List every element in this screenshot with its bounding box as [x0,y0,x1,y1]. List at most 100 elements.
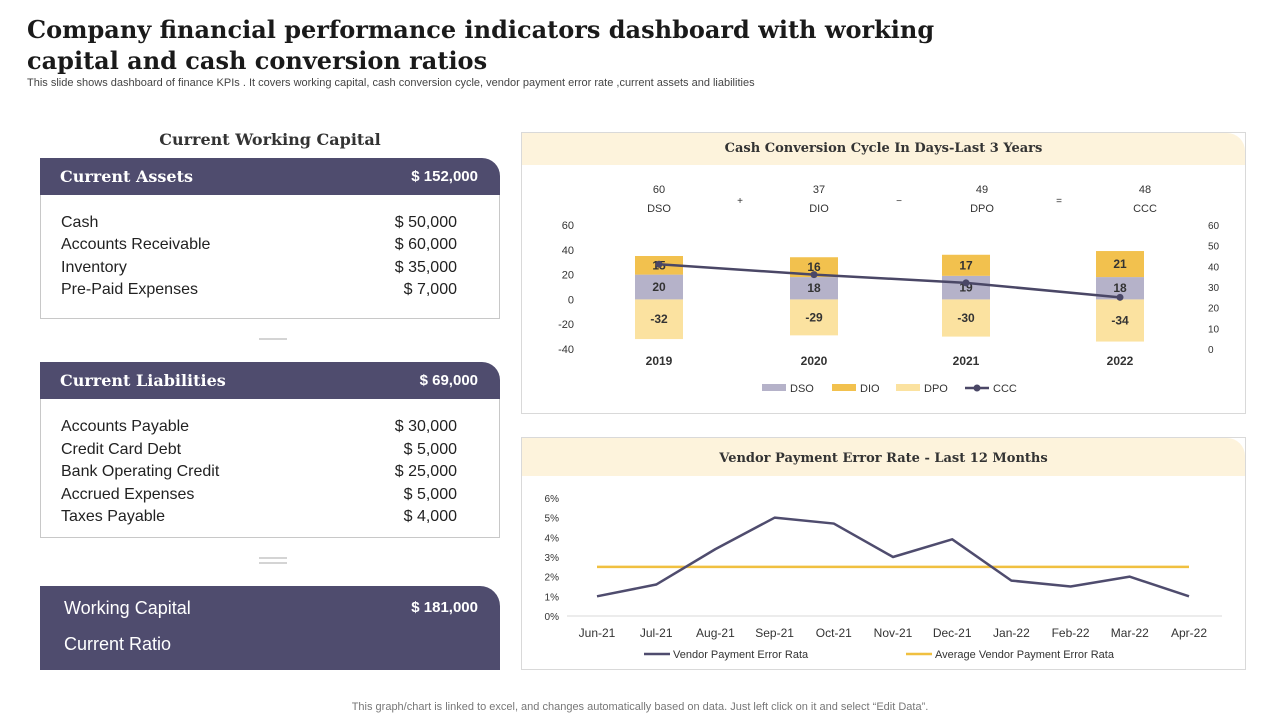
summary-value: 49 [976,184,988,196]
working-capital-label: Working Capital [64,598,191,618]
dso-data-label: 18 [807,281,821,295]
summary-operator: = [1056,196,1062,207]
dio-data-label: 21 [1113,257,1127,271]
item-name: Cash [61,214,99,231]
item-name: Pre-Paid Expenses [61,281,198,298]
working-capital-heading: Current Working Capital [159,130,381,149]
summary-label: DSO [647,203,671,215]
current-ratio-label: Current Ratio [64,634,172,654]
x-tick-label: Feb-22 [1052,626,1090,640]
y-tick-label: 40 [562,245,574,257]
current-assets-label: Current Assets [60,167,194,186]
page-title: Company financial performance indicators… [27,15,935,75]
legend-marker [973,384,981,392]
ccc-chart: 60 DSO +37 DIO − 49 DPO = 48 CCC 60 40 20 0 -20 -40 60 50… [558,184,1220,395]
dpo-bar [1096,299,1144,342]
item-name: Accounts Payable [61,418,190,435]
y-tick-label: 0% [545,612,560,623]
item-name: Inventory [61,259,127,276]
y2-tick-label: 40 [1208,262,1220,273]
item-name: Accounts Receivable [61,236,211,253]
current-assets-header: Current Assets $ 152,000 [40,158,500,195]
item-value: $ 50,000 [394,214,457,231]
dpo-data-label: -29 [805,310,823,324]
dso-data-label: 18 [1113,281,1127,295]
item-value: $ 5,000 [403,486,457,503]
summary-value: 37 [813,184,825,196]
current-assets-list: Cash $ 50,000 Accounts Receivable $ 60,000… [40,195,500,319]
y-tick-label: 1% [545,592,560,603]
current-liabilities-label: Current Liabilities [60,371,226,390]
dpo-data-label: -34 [1111,313,1129,327]
x-tick-label: Mar-22 [1111,626,1149,640]
y-tick-label: 0 [568,294,574,306]
vendor-chart: 6% 5% 4% 3% 2% 1% 0% Jun-21 Jul-21 Aug-21 Sep-21 Oc… [545,494,1222,661]
y-tick-label: 20 [562,270,574,282]
item-value: $ 4,000 [403,508,457,525]
legend-label: Vendor Payment Error Rata [673,649,809,661]
y2-tick-label: 20 [1208,304,1220,315]
legend-label: DIO [860,383,880,395]
y2-tick-label: 60 [1208,221,1220,232]
x-tick-label: Dec-21 [933,626,972,640]
ccc-line [658,263,1121,299]
item-name: Taxes Payable [61,508,166,525]
summary-operator: − [896,196,902,207]
divider [259,557,287,559]
x-tick-label: 2022 [1107,354,1134,368]
item-value: $ 7,000 [403,281,457,298]
ccc-point [1116,293,1124,301]
y-tick-label: 6% [545,494,560,505]
summary-value: 48 [1139,184,1151,196]
vendor-chart-panel: Vendor Payment Error Rate - Last 12 Mont… [521,437,1246,670]
legend-label: DPO [924,383,948,395]
item-value: $ 25,000 [394,463,457,480]
y-tick-label: 60 [562,220,574,232]
working-capital-summary: Working Capital $ 181,000 Current Ratio [40,586,500,670]
legend-swatch [762,384,786,391]
y-tick-label: 2% [545,573,560,584]
dso-bar [635,274,683,300]
current-liabilities-total: $ 69,000 [419,372,478,389]
dio-bar [790,257,838,278]
x-tick-label: 2020 [801,354,828,368]
item-value: $ 30,000 [394,418,457,435]
y-tick-label: -40 [558,344,574,356]
x-tick-label: Jan-22 [993,626,1030,640]
ccc-point [655,260,663,268]
dio-data-label: 16 [807,260,821,274]
dio-bar [942,254,990,276]
item-value: $ 5,000 [403,441,457,458]
dpo-bar [942,299,990,337]
y-tick-label: 5% [545,514,560,525]
summary-label: CCC [1133,203,1157,215]
dpo-data-label: -32 [650,312,668,326]
footer-note: This graph/chart is linked to excel, and… [351,701,929,713]
y-tick-label: 3% [545,553,560,564]
dio-data-label: 17 [959,258,973,272]
summary-operator: + [737,196,743,207]
y2-tick-label: 30 [1208,283,1220,294]
dso-bar [1096,277,1144,300]
legend-label: CCC [993,383,1017,395]
working-capital-value: $ 181,000 [411,599,478,616]
x-tick-label: Jun-21 [579,626,616,640]
x-tick-label: Apr-22 [1171,626,1207,640]
y-tick-label: -20 [558,319,574,331]
dpo-data-label: -30 [957,311,975,325]
x-tick-label: 2021 [953,354,980,368]
summary-label: DIO [809,203,829,215]
legend-swatch [832,384,856,391]
item-name: Bank Operating Credit [61,463,220,480]
item-name: Credit Card Debt [61,441,182,458]
summary-value: 60 [653,184,665,196]
legend-label: Average Vendor Payment Error Rata [935,649,1115,661]
dso-bar [790,277,838,300]
x-tick-label: 2019 [646,354,673,368]
divider [259,338,287,340]
current-assets-total: $ 152,000 [411,168,478,185]
item-value: $ 35,000 [394,259,457,276]
ccc-chart-panel: Cash Conversion Cycle In Days-Last 3 Yea… [521,132,1246,414]
y-tick-label: 4% [545,533,560,544]
y2-tick-label: 10 [1208,324,1220,335]
